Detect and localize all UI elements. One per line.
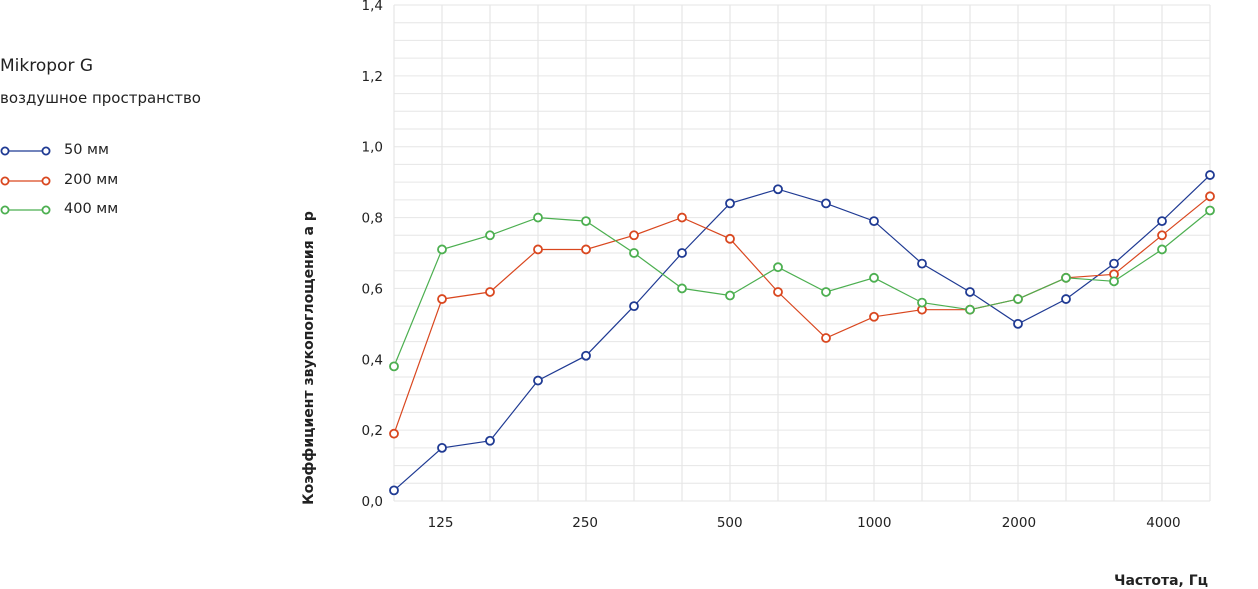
legend-marker-50mm bbox=[0, 146, 51, 156]
y-tick-label: 0,0 bbox=[362, 494, 383, 510]
data-point bbox=[773, 262, 783, 273]
data-point bbox=[437, 442, 447, 453]
data-point bbox=[629, 230, 639, 241]
legend-entry-200mm: 200 мм bbox=[0, 170, 220, 192]
data-point bbox=[485, 287, 495, 297]
series-2 bbox=[389, 191, 1215, 439]
data-point bbox=[581, 216, 591, 227]
data-point bbox=[677, 283, 687, 294]
data-point bbox=[677, 248, 687, 258]
data-point bbox=[1205, 170, 1215, 180]
legend-label-50mm: 50 мм bbox=[64, 142, 109, 158]
data-point bbox=[437, 244, 447, 255]
data-point bbox=[629, 248, 639, 258]
data-point bbox=[1157, 216, 1167, 227]
data-point bbox=[581, 350, 591, 361]
data-point bbox=[437, 294, 447, 304]
y-axis-title: Коэффициент звукопоглощения a p bbox=[301, 211, 317, 505]
series-line bbox=[393, 174, 1211, 491]
x-tick-label: 1000 bbox=[857, 515, 891, 531]
data-point bbox=[677, 212, 687, 223]
y-tick-label: 0,2 bbox=[362, 423, 383, 439]
legend-label-400mm: 400 мм bbox=[64, 201, 119, 217]
data-point bbox=[821, 198, 831, 209]
data-point bbox=[533, 375, 543, 386]
data-point bbox=[965, 287, 975, 297]
series-line bbox=[393, 195, 1211, 434]
data-point bbox=[1157, 244, 1167, 255]
y-tick-label: 0,8 bbox=[362, 211, 383, 227]
data-point bbox=[533, 244, 543, 255]
grid-lines bbox=[393, 4, 1211, 502]
data-point bbox=[869, 216, 879, 227]
data-point bbox=[485, 435, 495, 446]
data-point bbox=[1013, 294, 1023, 304]
x-axis-title: Частота, Гц bbox=[1114, 573, 1208, 589]
data-point bbox=[725, 290, 735, 301]
data-point bbox=[629, 301, 639, 312]
data-point bbox=[1061, 294, 1071, 304]
data-point bbox=[917, 258, 927, 269]
series-1 bbox=[389, 170, 1215, 496]
data-point bbox=[389, 485, 399, 496]
x-tick-label: 500 bbox=[717, 515, 743, 531]
data-point bbox=[1013, 318, 1023, 329]
data-point bbox=[389, 428, 399, 439]
legend-entry-400mm: 400 мм bbox=[0, 199, 220, 221]
legend: Mikropor G воздушное пространство 50 мм … bbox=[0, 0, 290, 260]
chart-title: Mikropor G bbox=[0, 56, 94, 76]
x-tick-label: 125 bbox=[428, 515, 454, 531]
data-point bbox=[581, 244, 591, 255]
x-tick-label: 4000 bbox=[1146, 515, 1180, 531]
data-point bbox=[533, 212, 543, 223]
data-point bbox=[917, 297, 927, 308]
data-point bbox=[869, 272, 879, 283]
y-tick-label: 1,2 bbox=[362, 69, 383, 85]
data-point bbox=[1109, 276, 1119, 287]
y-tick-label: 1,4 bbox=[362, 0, 383, 14]
data-point bbox=[1061, 272, 1071, 283]
legend-entry-50mm: 50 мм bbox=[0, 140, 220, 162]
data-point bbox=[725, 233, 735, 244]
legend-marker-400mm bbox=[0, 205, 51, 215]
y-tick-label: 0,6 bbox=[362, 281, 383, 297]
data-point bbox=[773, 287, 783, 297]
chart-subtitle: воздушное пространство bbox=[0, 89, 201, 107]
data-point bbox=[821, 333, 831, 343]
data-point bbox=[965, 304, 975, 315]
series-3 bbox=[389, 205, 1215, 372]
data-point bbox=[821, 287, 831, 297]
series-lines bbox=[389, 170, 1215, 496]
data-point bbox=[1205, 191, 1215, 202]
y-tick-label: 0,4 bbox=[362, 352, 383, 368]
data-point bbox=[1205, 205, 1215, 216]
x-tick-label: 250 bbox=[572, 515, 598, 531]
data-point bbox=[389, 361, 399, 372]
legend-label-200mm: 200 мм bbox=[64, 172, 119, 188]
y-tick-label: 1,0 bbox=[362, 140, 383, 156]
data-point bbox=[485, 230, 495, 241]
series-line bbox=[393, 210, 1211, 367]
data-point bbox=[725, 198, 735, 209]
data-point bbox=[773, 184, 783, 195]
data-point bbox=[869, 311, 879, 322]
data-point bbox=[1157, 230, 1167, 241]
data-point bbox=[1109, 258, 1119, 269]
legend-marker-200mm bbox=[0, 176, 51, 186]
tick-labels: 0,0 0,2 0,4 0,6 0,8 1,0 1,2 1,4 125 250 500 1000 200… bbox=[362, 0, 1181, 531]
x-tick-label: 2000 bbox=[1002, 515, 1036, 531]
